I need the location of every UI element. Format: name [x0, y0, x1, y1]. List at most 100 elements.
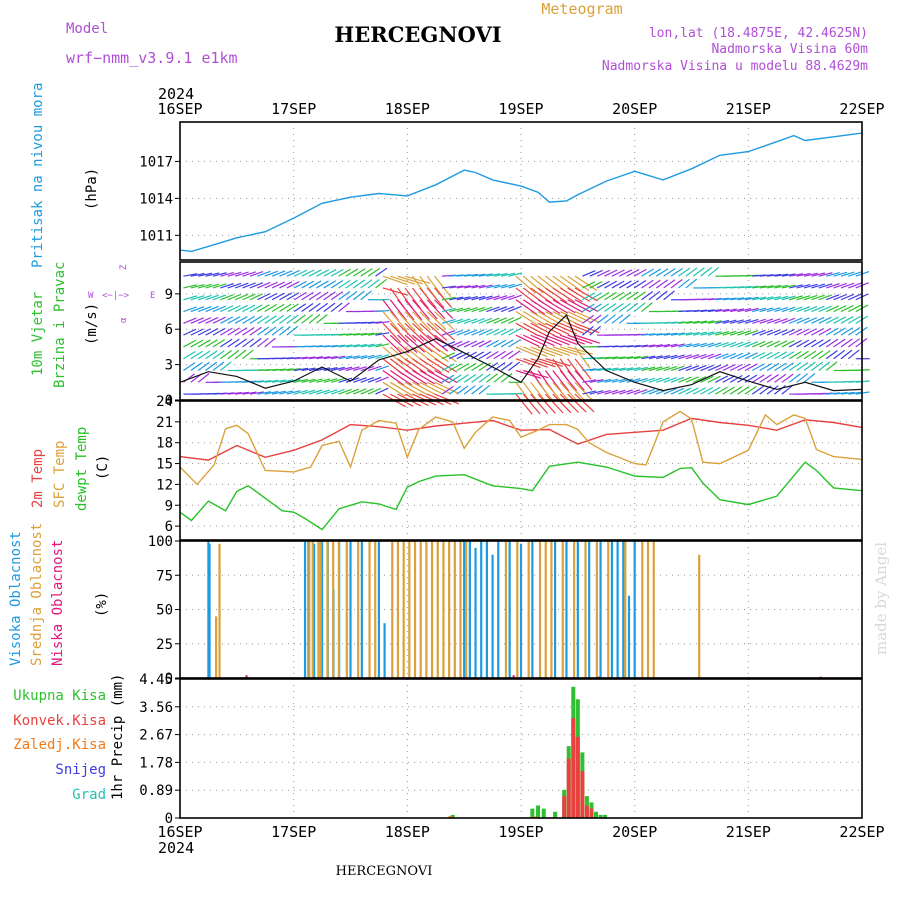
- wind-barb: [346, 389, 359, 394]
- wind-barb: [213, 328, 225, 335]
- wind-barb: [715, 343, 728, 347]
- precip-total-bar: [536, 806, 540, 818]
- wind-barb: [782, 307, 795, 311]
- wind-barb: [597, 281, 609, 288]
- wind-barb: [479, 307, 492, 311]
- wind-barb: [508, 306, 521, 311]
- wind-barb: [686, 355, 699, 359]
- wind-barb: [272, 271, 285, 276]
- wind-barb: [715, 365, 728, 371]
- dewpt-line: [180, 462, 862, 529]
- wind-barb: [590, 270, 603, 276]
- wind-barb: [191, 329, 204, 335]
- wind-barb: [708, 354, 721, 359]
- wind-barb: [220, 306, 233, 312]
- wind-barb: [797, 329, 810, 335]
- y-tick-label: 1.78: [139, 755, 173, 771]
- wind-barb: [826, 317, 838, 323]
- wind-barb: [553, 371, 569, 391]
- wind-barb: [545, 394, 563, 413]
- wind-barb: [752, 319, 765, 323]
- wind-barb: [760, 341, 773, 347]
- wind-barb: [302, 281, 314, 288]
- wind-barb: [191, 296, 204, 300]
- wind-barb: [508, 340, 520, 347]
- y-tick-label: 0: [165, 811, 173, 827]
- wind-barb: [782, 352, 794, 359]
- wind-barb: [738, 331, 751, 335]
- wind-barb: [619, 281, 631, 288]
- x-tick-label-top: 16SEP: [157, 100, 202, 118]
- panel-frame: [180, 679, 862, 818]
- wind-barb: [398, 323, 416, 341]
- wind-barb: [745, 342, 758, 347]
- wind-barb: [235, 294, 248, 299]
- wind-barb: [612, 270, 625, 276]
- wind-barb: [464, 330, 477, 335]
- wind-barb: [368, 377, 381, 382]
- wind-barb: [494, 307, 507, 312]
- wind-barb: [523, 394, 540, 414]
- wind-barb: [760, 364, 772, 371]
- wind-barb: [582, 271, 595, 276]
- wind-barb: [738, 353, 751, 359]
- wind-barb: [797, 307, 810, 312]
- y-tick-label: 1014: [139, 191, 173, 207]
- wind-barb: [568, 394, 587, 412]
- wind-barb: [811, 295, 824, 300]
- wind-barb: [568, 371, 585, 391]
- wind-barb: [457, 330, 470, 335]
- wind-barb: [789, 307, 802, 312]
- wind-barb: [545, 371, 561, 392]
- wind-barb: [257, 282, 270, 287]
- wind-barb: [811, 317, 824, 323]
- wind-barb: [848, 272, 861, 276]
- wind-barb: [272, 282, 285, 288]
- wind-barb: [804, 307, 817, 312]
- y-tick-label: 9: [165, 287, 173, 303]
- wind-barb: [383, 288, 408, 295]
- cloud-unit: (%): [94, 592, 110, 617]
- y-tick-label: 18: [156, 436, 173, 452]
- panel-frame: [180, 122, 862, 260]
- wind-barb: [826, 284, 839, 288]
- wind-barb: [708, 387, 720, 394]
- wind-barb: [494, 329, 507, 335]
- wind-barb: [479, 352, 491, 359]
- wind-barb: [834, 283, 847, 288]
- wind-barb: [671, 366, 684, 370]
- wind-barb: [243, 305, 255, 311]
- wind-barb: [257, 294, 270, 300]
- precip-legend-hail: Grad: [72, 787, 106, 803]
- year-bottom: 2024: [158, 839, 194, 857]
- watermark: made by Angel: [872, 542, 890, 655]
- wind-barb: [294, 281, 306, 288]
- wind-barb: [243, 294, 256, 300]
- wind-barb: [678, 388, 691, 394]
- wind-barb: [819, 295, 832, 300]
- temp-label-2m: 2m Temp: [30, 449, 46, 508]
- wind-barb: [723, 353, 736, 358]
- pressure-line: [180, 133, 862, 251]
- wind-barb: [715, 376, 727, 382]
- wind-barb: [841, 283, 854, 288]
- y-tick-label: 3.56: [139, 700, 173, 716]
- precip-conv-bar: [589, 809, 593, 818]
- wind-barb: [834, 294, 847, 299]
- wind-barb: [834, 317, 846, 324]
- wind-barb: [287, 282, 299, 288]
- y-tick-label: 0.89: [139, 783, 173, 799]
- wind-barb: [841, 317, 853, 324]
- wind-barb: [627, 270, 639, 277]
- wind-barb: [220, 295, 233, 300]
- wind-barb: [353, 378, 366, 383]
- wind-barb: [708, 365, 721, 370]
- y-tick-label: 6: [165, 519, 173, 535]
- wind-barb: [774, 307, 787, 311]
- wind-barb: [508, 317, 521, 323]
- wind-barb: [265, 282, 278, 288]
- wind-barb: [745, 353, 758, 359]
- wind-barb: [641, 269, 653, 276]
- wind-barb: [664, 366, 677, 370]
- wind-barb: [398, 300, 414, 320]
